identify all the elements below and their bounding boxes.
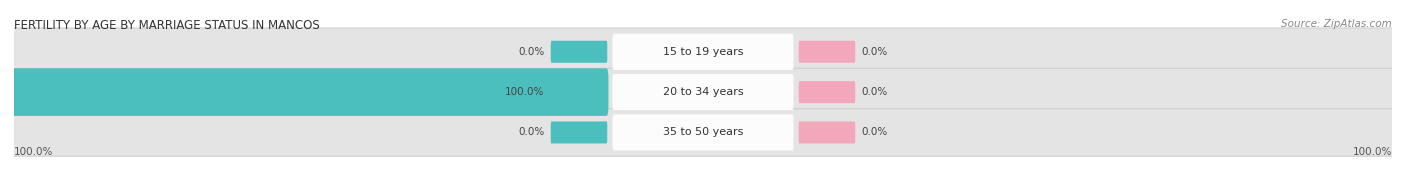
Text: 0.0%: 0.0% — [519, 47, 544, 57]
FancyBboxPatch shape — [551, 41, 607, 63]
FancyBboxPatch shape — [799, 41, 855, 63]
Text: FERTILITY BY AGE BY MARRIAGE STATUS IN MANCOS: FERTILITY BY AGE BY MARRIAGE STATUS IN M… — [14, 19, 319, 32]
FancyBboxPatch shape — [799, 81, 855, 103]
FancyBboxPatch shape — [13, 68, 1393, 116]
Text: 100.0%: 100.0% — [1353, 148, 1392, 158]
Text: 0.0%: 0.0% — [862, 127, 887, 137]
FancyBboxPatch shape — [613, 114, 793, 151]
Text: 0.0%: 0.0% — [862, 47, 887, 57]
Text: Source: ZipAtlas.com: Source: ZipAtlas.com — [1281, 19, 1392, 29]
Text: 100.0%: 100.0% — [505, 87, 544, 97]
FancyBboxPatch shape — [551, 122, 607, 143]
FancyBboxPatch shape — [13, 28, 1393, 75]
FancyBboxPatch shape — [613, 74, 793, 110]
Text: 15 to 19 years: 15 to 19 years — [662, 47, 744, 57]
FancyBboxPatch shape — [551, 81, 607, 103]
FancyBboxPatch shape — [13, 68, 609, 116]
Text: 0.0%: 0.0% — [862, 87, 887, 97]
Text: 0.0%: 0.0% — [519, 127, 544, 137]
Text: 35 to 50 years: 35 to 50 years — [662, 127, 744, 137]
FancyBboxPatch shape — [799, 122, 855, 143]
FancyBboxPatch shape — [613, 34, 793, 70]
Text: 100.0%: 100.0% — [14, 148, 53, 158]
Text: 20 to 34 years: 20 to 34 years — [662, 87, 744, 97]
FancyBboxPatch shape — [13, 109, 1393, 156]
